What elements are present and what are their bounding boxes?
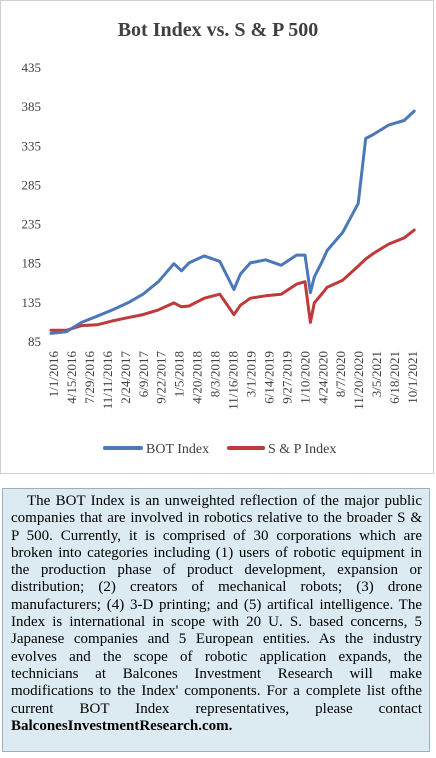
legend-label-s-p-index: S & P Index xyxy=(268,442,336,457)
x-tick-label: 8/3/2018 xyxy=(208,351,223,397)
x-tick-label: 1/5/2018 xyxy=(172,351,187,397)
x-tick-label: 3/5/2021 xyxy=(369,351,384,397)
y-tick-label: 85 xyxy=(28,334,41,349)
x-tick-label: 7/29/2016 xyxy=(82,351,97,404)
x-tick-label: 6/18/2021 xyxy=(387,351,402,404)
x-tick-label: 11/20/2020 xyxy=(351,351,366,410)
website-link[interactable]: BalconesInvestmentResearch.com. xyxy=(11,717,233,734)
chart-container: Bot Index vs. S & P 500 85 135 185 235 285 33… xyxy=(0,0,434,474)
series-line-bot-index xyxy=(49,109,416,335)
x-tick-label: 1/1/2016 xyxy=(46,351,61,398)
x-tick-label: 6/9/2017 xyxy=(136,351,151,398)
y-tick-label: 385 xyxy=(22,99,42,114)
legend-label-bot-index: BOT Index xyxy=(146,442,209,457)
y-tick-label: 335 xyxy=(22,138,42,153)
x-tick-label: 4/20/2018 xyxy=(190,351,205,404)
x-tick-label: 2/24/2017 xyxy=(118,351,133,404)
x-tick-label: 11/16/2018 xyxy=(226,351,241,410)
x-tick-label: 4/24/2020 xyxy=(315,351,330,404)
x-tick-label: 11/11/2016 xyxy=(100,351,115,410)
description-panel: The BOT Index is an unweighted reflectio… xyxy=(2,488,430,752)
y-tick-label: 235 xyxy=(22,217,42,232)
y-tick-label: 285 xyxy=(22,177,42,192)
description-text: The BOT Index is an unweighted reflectio… xyxy=(11,493,422,717)
x-tick-label: 6/14/2019 xyxy=(261,351,276,404)
chart-plot: 85 135 185 235 285 335 385 435 1/1/2016 4/15/201… xyxy=(22,60,421,457)
chart-title: Bot Index vs. S & P 500 xyxy=(117,19,319,41)
x-tick-label: 10/1/2021 xyxy=(405,351,420,404)
x-tick-label: 4/15/2016 xyxy=(64,351,79,404)
x-tick-label: 3/1/2019 xyxy=(243,351,258,397)
y-tick-label: 185 xyxy=(22,256,42,271)
x-tick-label: 9/27/2019 xyxy=(279,351,294,404)
y-tick-label: 135 xyxy=(22,295,42,310)
x-tick-label: 9/22/2017 xyxy=(154,351,169,404)
x-tick-label: 1/10/2020 xyxy=(297,351,312,404)
y-tick-label: 435 xyxy=(22,60,42,75)
x-tick-label: 8/7/2020 xyxy=(333,351,348,397)
series-line-s-p-index xyxy=(49,228,416,332)
